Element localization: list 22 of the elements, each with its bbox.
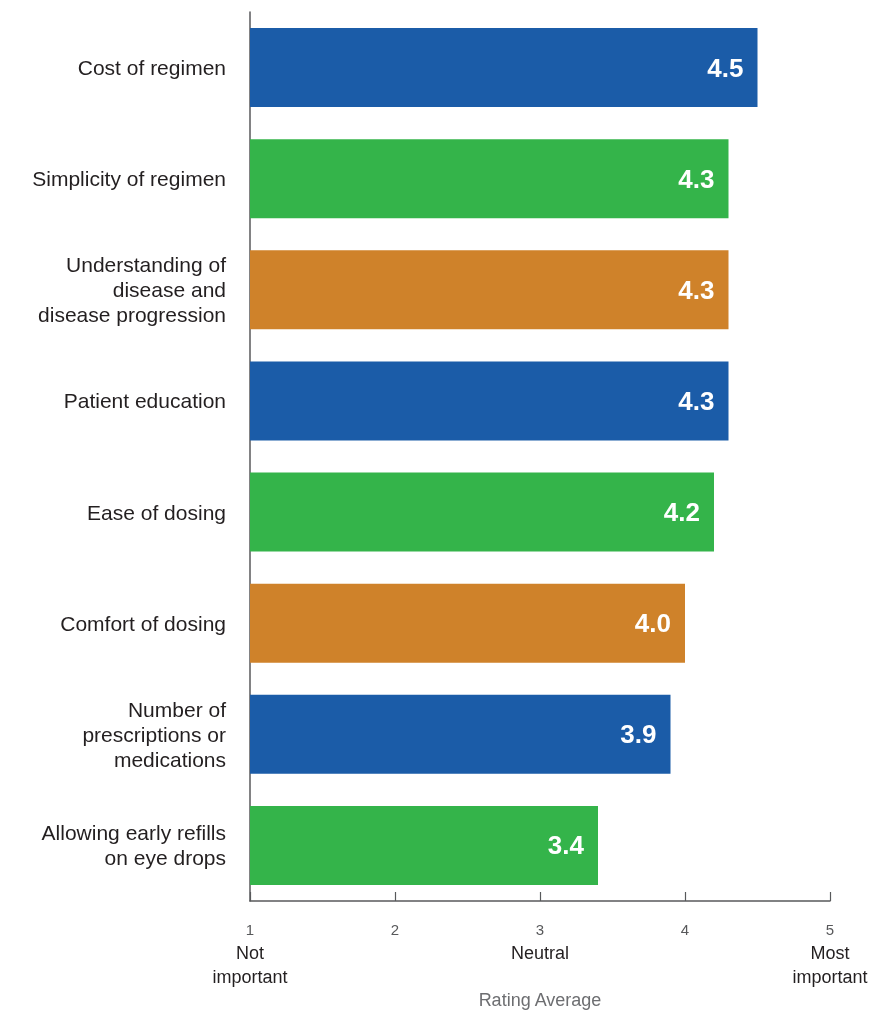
data-label: 3.9 (620, 719, 657, 750)
y-tick-label: Cost of regimen (77, 56, 226, 80)
y-tick-label: Comfort of dosing (60, 611, 226, 635)
x-axis-title: Rating Average (478, 989, 602, 1010)
x-tick-label: 5 Most important (792, 920, 868, 987)
y-tick-label: Allowing early refills on eye drops (41, 821, 226, 870)
y-tick-label: Ease of dosing (87, 500, 226, 524)
data-label: 4.0 (634, 608, 671, 639)
x-tick-label: 3 Neutral (510, 920, 570, 963)
data-label: 4.3 (678, 274, 715, 305)
y-tick-label: Patient education (63, 389, 226, 413)
data-label: 4.2 (663, 497, 700, 528)
data-label: 4.5 (707, 52, 744, 83)
y-tick-label: Understanding of disease and disease progression (38, 253, 227, 327)
y-tick-label: Simplicity of regimen (32, 167, 226, 191)
data-label: 4.3 (678, 385, 715, 416)
data-label: 3.4 (547, 830, 585, 861)
x-tick-label: 1 Not important (212, 920, 288, 987)
x-tick-label: 4 (680, 920, 690, 938)
data-label: 4.3 (678, 163, 715, 194)
y-tick-label: Number of prescriptions or medications (82, 697, 227, 771)
x-tick-label: 2 (390, 920, 400, 938)
